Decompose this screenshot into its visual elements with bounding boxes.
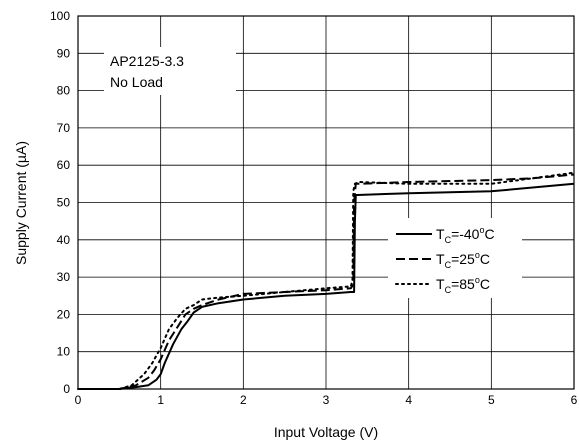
y-tick-label: 90 [57, 46, 71, 60]
x-axis-title: Input Voltage (V) [274, 424, 378, 440]
x-axis: 0 1 2 3 4 5 6 [75, 393, 578, 407]
legend-label-1: TC=-40oC [436, 225, 495, 245]
y-tick-label: 50 [57, 196, 71, 210]
y-tick-label: 0 [63, 382, 70, 396]
series-line-2 [78, 173, 575, 390]
grid [78, 16, 574, 389]
y-tick-label: 60 [57, 158, 71, 172]
x-tick-label: 4 [405, 393, 412, 407]
plot-frame [77, 15, 575, 390]
series-line-1 [78, 182, 575, 390]
x-tick-label: 2 [240, 393, 247, 407]
x-tick-label: 5 [488, 393, 495, 407]
annotation-line-2: No Load [110, 74, 163, 90]
legend-label-2: TC=25oC [436, 250, 490, 270]
annotation-line-1: AP2125-3.3 [110, 53, 184, 69]
legend-label-3: TC=85oC [436, 275, 490, 295]
series-line-3 [77, 171, 575, 390]
x-tick-label: 3 [323, 393, 330, 407]
series-layer [77, 171, 575, 390]
x-tick-label: 1 [157, 393, 164, 407]
x-tick-label: 6 [571, 393, 578, 407]
legend: TC=-40oC TC=25oC TC=85oC [395, 225, 495, 295]
y-tick-label: 70 [57, 121, 71, 135]
y-tick-label: 100 [50, 9, 70, 23]
y-tick-label: 30 [57, 270, 71, 284]
y-tick-label: 20 [57, 307, 71, 321]
y-tick-label: 10 [57, 345, 71, 359]
y-tick-label: 80 [57, 84, 71, 98]
annotation-box [104, 47, 236, 95]
y-axis-title: Supply Current (µA) [13, 141, 29, 265]
y-tick-label: 40 [57, 233, 71, 247]
y-axis: 0 10 20 30 40 50 60 70 80 90 100 [50, 9, 70, 396]
x-tick-label: 0 [75, 393, 82, 407]
